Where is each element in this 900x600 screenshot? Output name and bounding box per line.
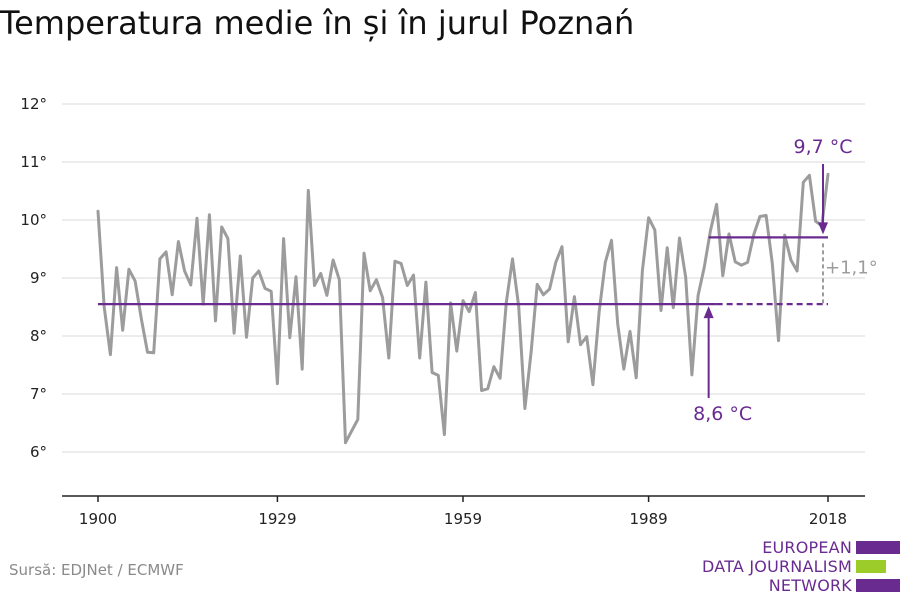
grid-lines — [62, 103, 865, 453]
logo-line-data-journalism: DATA JOURNALISM — [702, 557, 852, 576]
annotations: 8,6 °C 9,7 °C +1,1° — [98, 136, 878, 425]
logo-bar-purple-bottom — [856, 579, 900, 592]
x-tick-label-1900: 1900 — [79, 510, 117, 528]
logo-bar-green — [856, 560, 886, 573]
y-axis-tick-labels: 6° 7° 8° 9° 10° 11° 12° — [20, 95, 47, 461]
y-tick-label-7: 7° — [30, 385, 47, 403]
y-tick-label-8: 8° — [30, 327, 47, 345]
baseline-arrow-head — [703, 306, 714, 319]
x-tick-label-1989: 1989 — [629, 510, 667, 528]
x-axis: 1900 1929 1959 1989 2018 — [62, 495, 865, 528]
logo-line-european: EUROPEAN — [762, 538, 852, 557]
y-tick-label-9: 9° — [30, 269, 47, 287]
logo-bar-purple-top — [856, 541, 900, 554]
x-tick-label-1929: 1929 — [258, 510, 296, 528]
y-tick-label-10: 10° — [20, 211, 47, 229]
chart-title: Temperatura medie în și în jurul Poznań — [0, 4, 635, 42]
line-chart: 6° 7° 8° 9° 10° 11° 12° 1900 1929 1959 1989 2018 8… — [20, 95, 878, 528]
recent-arrow-head — [818, 222, 828, 235]
temperature-series — [96, 172, 830, 445]
difference-label: +1,1° — [825, 257, 878, 278]
source-note: Sursă: EDJNet / ECMWF — [9, 561, 184, 579]
x-tick-label-2018: 2018 — [809, 510, 847, 528]
y-tick-label-11: 11° — [20, 153, 47, 171]
logo-line-network: NETWORK — [768, 576, 852, 595]
baseline-average-label: 8,6 °C — [693, 403, 752, 425]
recent-average-label: 9,7 °C — [793, 136, 852, 158]
y-tick-label-6: 6° — [30, 443, 47, 461]
y-tick-label-12: 12° — [20, 95, 47, 113]
x-tick-label-1959: 1959 — [444, 510, 482, 528]
edjnet-logo: EUROPEAN DATA JOURNALISM NETWORK — [700, 537, 900, 597]
series-line — [96, 172, 830, 445]
